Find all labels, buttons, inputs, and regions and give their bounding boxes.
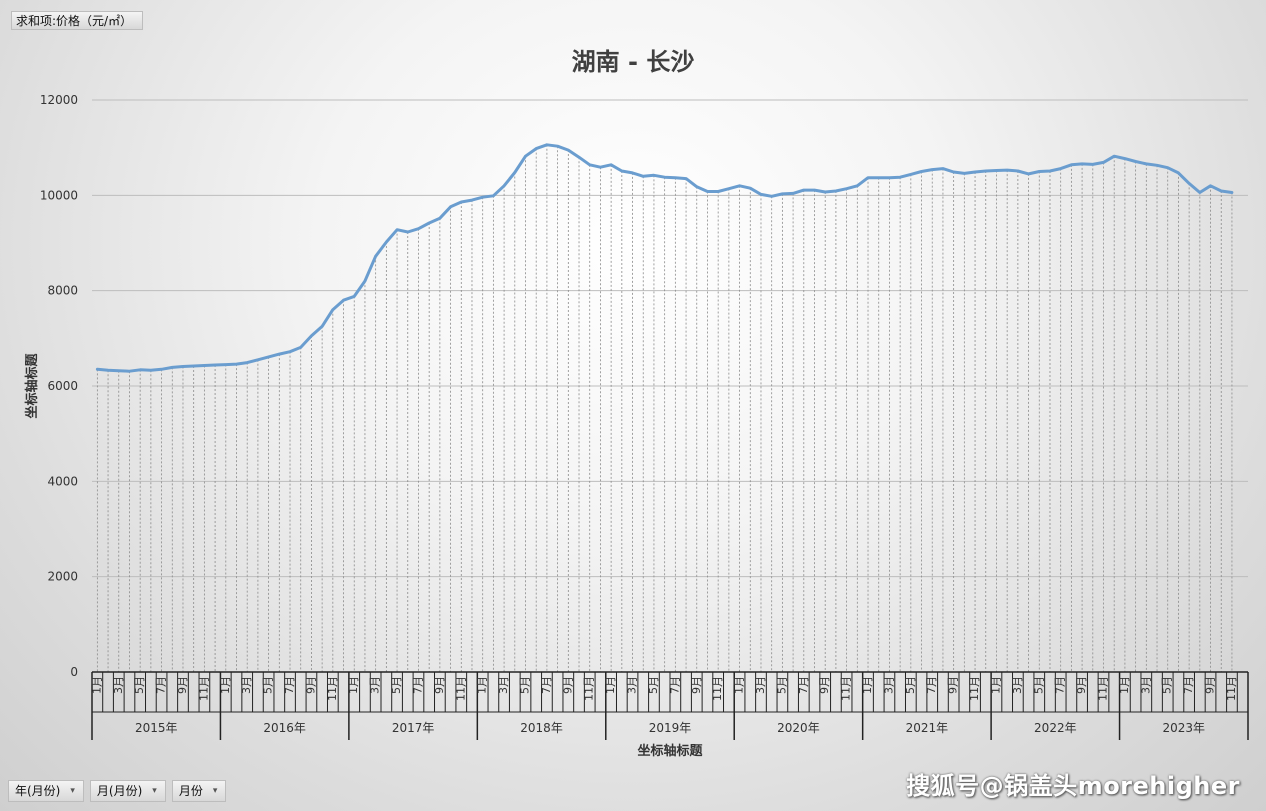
y-axis-ticks: 0 2000 4000 6000 8000 10000 12000 [40,93,78,679]
x-month-label: 9月 [947,676,960,694]
x-month-label: 5月 [133,676,146,694]
x-month-label: 5月 [1161,676,1174,694]
x-month-label: 9月 [561,676,574,694]
y-axis-title: 坐标轴标题 [24,353,40,419]
x-month-label: 7月 [540,676,553,694]
x-month-label: 11月 [840,676,853,701]
x-month-label: 1月 [219,676,232,694]
x-axis-title: 坐标轴标题 [637,743,703,759]
series-line [95,143,1234,373]
x-month-label: 7月 [797,676,810,694]
x-month-label: 11月 [454,676,467,701]
x-year-label: 2021年 [906,721,949,735]
x-month-label: 7月 [1182,676,1195,694]
y-tick-label: 2000 [47,570,78,584]
x-month-label: 5月 [647,676,660,694]
x-year-label: 2022年 [1034,721,1077,735]
x-month-label: 3月 [1139,676,1152,694]
x-month-label: 1月 [604,676,617,694]
x-month-label: 1月 [861,676,874,694]
x-month-label: 9月 [304,676,317,694]
x-year-label: 2020年 [777,721,820,735]
watermark: 搜狐号@锅盖头morehigher [906,772,1240,800]
x-month-label: 11月 [711,676,724,701]
x-month-label: 9月 [690,676,703,694]
x-year-label: 2018年 [520,721,563,735]
y-tick-label: 4000 [47,474,78,488]
month-field-button-2[interactable]: 月份 ▾ [171,780,227,802]
y-tick-label: 10000 [40,188,78,202]
series-line-path [95,143,1234,373]
x-axis: 1月 3月 5月 7月 9月 11月 1月 3月 5月 7月 9月 11月 1月 3月 5月 7月 9月 11月 1… [90,671,1249,740]
x-month-label: 7月 [925,676,938,694]
year-field-button[interactable]: 年(月份) ▾ [8,780,84,802]
x-month-label: 11月 [1225,676,1238,701]
y-tick-label: 6000 [47,379,78,393]
x-month-label: 3月 [626,676,639,694]
x-month-label: 9月 [433,676,446,694]
x-month-label: 3月 [112,676,125,694]
x-month-label: 9月 [176,676,189,694]
x-month-label: 1月 [476,676,489,694]
x-month-label: 3月 [369,676,382,694]
x-month-label: 9月 [1075,676,1088,694]
x-month-label: 5月 [775,676,788,694]
x-month-label: 7月 [1054,676,1067,694]
x-month-label: 5月 [519,676,532,694]
chart-title: 湖南 - 长沙 [572,48,695,76]
axis-field-buttons: 年(月份) ▾ 月(月份) ▾ 月份 ▾ [8,780,227,802]
drop-lines [96,144,1233,672]
x-month-label: 7月 [155,676,168,694]
month-field-button[interactable]: 月(月份) ▾ [89,780,166,802]
x-month-label: 5月 [1032,676,1045,694]
value-field-button[interactable]: 求和项:价格（元/㎡） [11,11,144,30]
x-month-label: 11月 [968,676,981,701]
x-month-label: 11月 [1097,676,1110,701]
x-month-label: 7月 [411,676,424,694]
y-tick-label: 12000 [40,93,78,107]
x-month-label: 5月 [390,676,403,694]
x-year-label: 2017年 [392,721,435,735]
x-month-label: 5月 [904,676,917,694]
x-month-label: 1月 [733,676,746,694]
x-month-label: 1月 [1118,676,1131,694]
x-month-label: 1月 [90,676,103,694]
x-month-label: 7月 [668,676,681,694]
x-month-label: 1月 [347,676,360,694]
x-year-label: 2015年 [135,721,178,735]
x-month-label: 7月 [283,676,296,694]
x-month-label: 3月 [240,676,253,694]
x-year-label: 2016年 [263,721,306,735]
x-month-label: 3月 [497,676,510,694]
x-month-label: 9月 [818,676,831,694]
x-month-label: 3月 [754,676,767,694]
y-tick-label: 8000 [47,284,78,298]
x-month-label: 11月 [583,676,596,701]
x-month-label: 11月 [197,676,210,701]
x-year-label: 2019年 [649,721,692,735]
x-month-label: 9月 [1204,676,1217,694]
x-month-label: 11月 [326,676,339,701]
x-year-label: 2023年 [1163,721,1206,735]
gridlines [92,99,1248,578]
x-month-label: 3月 [882,676,895,694]
x-month-label: 3月 [1011,676,1024,694]
x-month-label: 5月 [262,676,275,694]
x-month-label: 1月 [989,676,1002,694]
y-tick-label: 0 [70,665,78,679]
